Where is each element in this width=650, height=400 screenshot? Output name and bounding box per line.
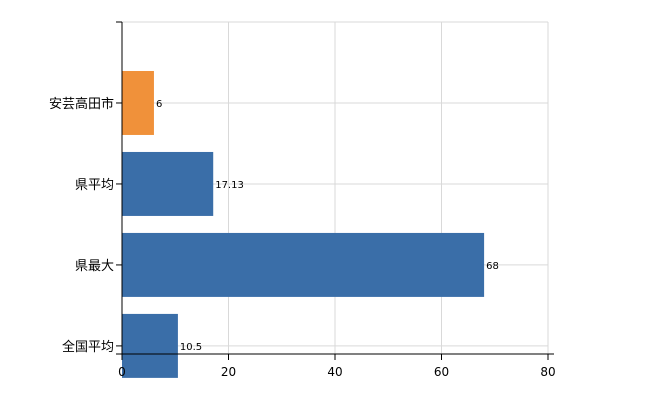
axes bbox=[116, 21, 554, 360]
x-tick-label: 40 bbox=[327, 365, 342, 379]
category-label: 全国平均 bbox=[62, 339, 114, 355]
labels: 6 安芸高田市 17.13 県平均 68 県最大 10.5 全国平均 0 20 40 60 80 bbox=[49, 96, 556, 379]
data-label: 17.13 bbox=[215, 180, 244, 191]
x-tick-label: 60 bbox=[434, 365, 449, 379]
category-label: 安芸高田市 bbox=[49, 96, 114, 112]
x-tick-label: 20 bbox=[221, 365, 236, 379]
x-tick-label: 0 bbox=[118, 365, 126, 379]
category-label: 県最大 bbox=[75, 259, 114, 274]
data-label: 10.5 bbox=[180, 342, 202, 353]
bar bbox=[122, 151, 214, 216]
bar bbox=[122, 70, 154, 135]
bars bbox=[122, 70, 485, 378]
data-label: 68 bbox=[486, 261, 499, 272]
bar bbox=[122, 313, 178, 378]
data-label: 6 bbox=[156, 99, 162, 110]
category-label: 県平均 bbox=[75, 178, 114, 193]
x-tick-label: 80 bbox=[540, 365, 555, 379]
bar bbox=[122, 232, 485, 297]
